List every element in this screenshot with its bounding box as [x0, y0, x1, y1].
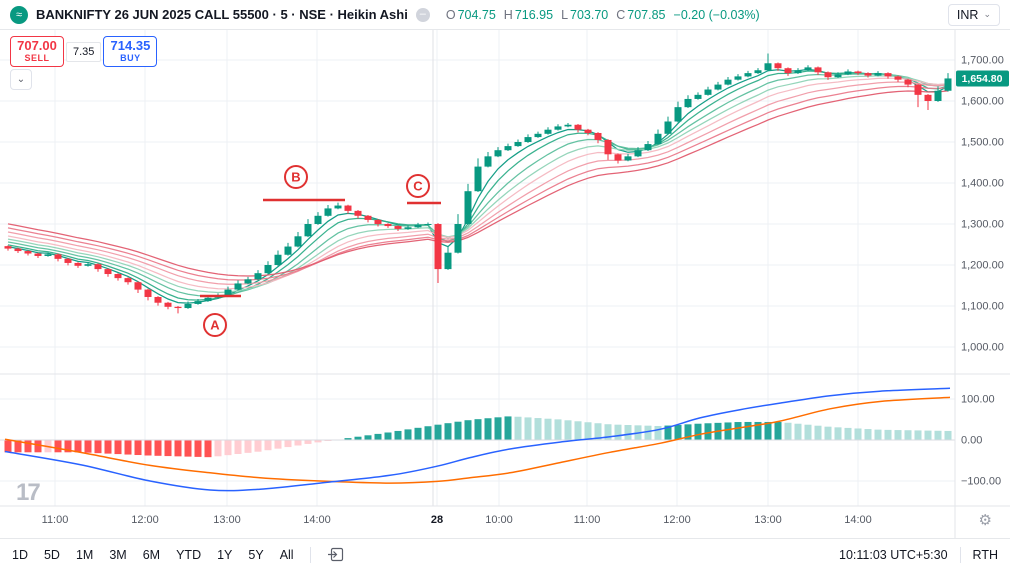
range-1m-button[interactable]: 1M — [75, 547, 94, 562]
svg-text:C: C — [413, 179, 423, 194]
close-value: 707.85 — [627, 7, 666, 22]
currency-selector[interactable]: INR ⌄ — [947, 3, 1000, 26]
svg-text:13:00: 13:00 — [213, 514, 241, 526]
svg-text:12:00: 12:00 — [131, 514, 159, 526]
clock-timezone[interactable]: 10:11:03 UTC+5:30 — [839, 547, 948, 562]
range-ytd-button[interactable]: YTD — [176, 547, 202, 562]
legend-collapse-icon[interactable]: – — [415, 7, 430, 22]
range-1d-button[interactable]: 1D — [12, 547, 28, 562]
chevron-down-icon: ⌄ — [983, 9, 991, 19]
buy-label: BUY — [120, 53, 141, 63]
range-6m-button[interactable]: 6M — [142, 547, 161, 562]
high-label: H — [503, 7, 513, 22]
range-3m-button[interactable]: 3M — [109, 547, 127, 562]
symbol-logo-icon: ≈ — [10, 5, 28, 24]
annotation-b[interactable]: B — [263, 165, 345, 202]
svg-text:14:00: 14:00 — [844, 514, 872, 526]
svg-text:11:00: 11:00 — [42, 514, 69, 526]
symbol-legend-bar: ≈ BANKNIFTY 26 JUN 2025 CALL 55500 · 5 ·… — [0, 0, 1010, 30]
toolbar-divider — [309, 546, 311, 563]
tradingview-watermark: 17 — [16, 479, 40, 506]
svg-text:1,100.00: 1,100.00 — [961, 301, 1004, 313]
range-5d-button[interactable]: 5D — [43, 547, 60, 562]
svg-text:1,654.80: 1,654.80 — [962, 73, 1003, 85]
buy-price: 714.35 — [110, 38, 151, 53]
svg-text:28: 28 — [431, 514, 443, 526]
sell-button[interactable]: 707.00 SELL — [10, 36, 64, 67]
svg-text:11:00: 11:00 — [574, 514, 601, 526]
bottom-toolbar: 1D 5D 1M 3M 6M YTD 1Y 5Y All 10:11:03 UT… — [0, 538, 1010, 570]
session-rth-button[interactable]: RTH — [972, 547, 998, 562]
svg-text:1,600.00: 1,600.00 — [961, 96, 1004, 108]
svg-text:10:00: 10:00 — [485, 514, 513, 526]
spread-value: 7.35 — [66, 41, 102, 62]
toolbar-divider — [959, 546, 961, 563]
buy-button[interactable]: 714.35 BUY — [103, 36, 158, 67]
axis-settings-gear-icon[interactable]: ⚙ — [978, 512, 992, 529]
candles-layer — [4, 53, 952, 314]
legend-expand-chevron[interactable]: ⌄ — [10, 69, 32, 90]
change-value: −0.20 (−0.03%) — [673, 7, 760, 22]
sell-price: 707.00 — [17, 38, 57, 53]
svg-text:B: B — [291, 170, 300, 185]
open-value: 704.75 — [457, 7, 496, 22]
annotations-layer: A B C — [200, 165, 441, 337]
svg-text:1,200.00: 1,200.00 — [961, 260, 1004, 272]
annotation-c[interactable]: C — [406, 174, 441, 205]
sell-label: SELL — [24, 53, 50, 63]
svg-text:100.00: 100.00 — [961, 394, 995, 406]
svg-text:1,700.00: 1,700.00 — [961, 55, 1004, 67]
svg-text:12:00: 12:00 — [663, 514, 691, 526]
svg-text:−100.00: −100.00 — [961, 476, 1001, 488]
low-value: 703.70 — [570, 7, 609, 22]
high-value: 716.95 — [514, 7, 554, 22]
goto-date-icon — [327, 547, 343, 562]
svg-text:1,000.00: 1,000.00 — [961, 342, 1004, 354]
symbol-title[interactable]: BANKNIFTY 26 JUN 2025 CALL 55500 · 5 · N… — [36, 7, 408, 22]
svg-text:1,300.00: 1,300.00 — [961, 219, 1004, 231]
range-5y-button[interactable]: 5Y — [248, 547, 264, 562]
toolbar-right: 10:11:03 UTC+5:30 RTH — [839, 546, 998, 563]
svg-text:1,400.00: 1,400.00 — [961, 178, 1004, 190]
low-label: L — [561, 7, 569, 22]
svg-text:1,500.00: 1,500.00 — [961, 137, 1004, 149]
last-price-badge: 1,654.80 — [956, 70, 1009, 87]
macd-layer — [0, 387, 955, 492]
ohlc-values: O 704.75 H 716.95 L 703.70 C 707.85 −0.20 (−… — [438, 8, 760, 22]
range-1y-button[interactable]: 1Y — [217, 547, 233, 562]
currency-label: INR — [956, 7, 979, 22]
range-all-button[interactable]: All — [279, 547, 294, 562]
buy-sell-widget: 707.00 SELL 7.35 714.35 BUY — [10, 36, 158, 67]
svg-text:0.00: 0.00 — [961, 435, 982, 447]
svg-text:13:00: 13:00 — [754, 514, 782, 526]
svg-text:A: A — [210, 318, 220, 333]
axes-layer: 1,700.00 1,600.00 1,500.00 1,400.00 1,300.00… — [0, 30, 1010, 538]
close-label: C — [616, 7, 626, 22]
open-label: O — [445, 7, 456, 22]
svg-text:14:00: 14:00 — [303, 514, 331, 526]
annotation-a[interactable]: A — [200, 294, 241, 337]
goto-date-button[interactable] — [327, 547, 344, 562]
